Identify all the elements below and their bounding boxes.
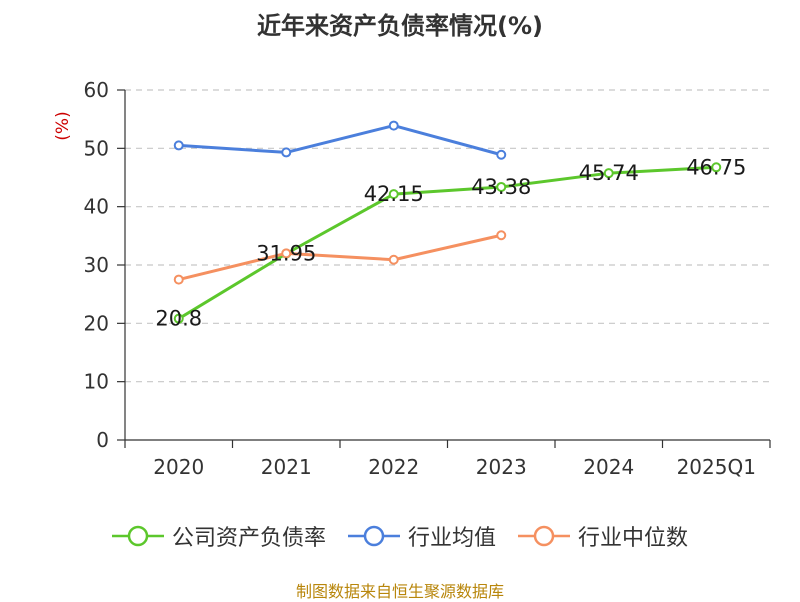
y-tick-label: 0	[96, 428, 109, 452]
y-tick-label: 40	[84, 195, 109, 219]
data-point[interactable]	[496, 181, 507, 192]
data-label: 42.15	[364, 182, 424, 206]
legend-marker	[363, 525, 385, 547]
y-tick-label: 50	[84, 136, 109, 160]
axes: 0 10 20 30 40 50 60 2020 2021 2022 2023 2024 2025Q1	[84, 78, 771, 479]
data-point[interactable]	[281, 248, 292, 259]
data-point[interactable]	[173, 140, 184, 151]
x-tick-label: 2025Q1	[677, 455, 756, 479]
legend-item-company[interactable]: 公司资产负债率	[111, 520, 326, 552]
legend-label: 行业均值	[407, 526, 496, 551]
data-point[interactable]	[173, 313, 184, 324]
legend-line-icon	[518, 525, 570, 547]
grid-lines	[125, 89, 770, 383]
data-point[interactable]	[603, 168, 614, 179]
data-point[interactable]	[388, 189, 399, 200]
data-point[interactable]	[388, 254, 399, 265]
series-line	[178, 124, 502, 157]
legend-item-industry-average[interactable]: 行业均值	[347, 520, 496, 552]
y-tick-label: 60	[84, 78, 109, 102]
series-lines	[173, 120, 722, 324]
data-label: 43.38	[471, 175, 531, 199]
data-point[interactable]	[281, 147, 292, 158]
x-tick-label: 2022	[368, 455, 419, 479]
chart-title: 近年来资产负债率情况(%)	[257, 12, 543, 40]
data-label: 46.75	[686, 155, 746, 179]
data-label: 31.95	[256, 242, 316, 266]
y-tick-label: 30	[84, 253, 109, 277]
legend: 公司资产负债率 行业均值 行业中位数	[0, 518, 800, 554]
legend-item-industry-median[interactable]: 行业中位数	[518, 520, 688, 552]
legend-marker	[533, 525, 555, 547]
series-line	[177, 165, 717, 320]
legend-line-icon	[347, 525, 400, 547]
legend-label: 公司资产负债率	[171, 526, 326, 551]
data-point[interactable]	[173, 274, 184, 285]
x-tick-label: 2024	[583, 455, 634, 479]
data-label: 20.8	[155, 307, 202, 331]
data-point[interactable]	[388, 120, 399, 131]
x-tick-label: 2021	[261, 455, 312, 479]
data-labels: 20.8 31.95 42.15 43.38 45.74 46.75	[155, 155, 746, 330]
y-tick-label: 10	[84, 370, 109, 394]
y-axis-label: (%)	[53, 111, 73, 140]
series-line	[178, 233, 502, 282]
data-label: 45.74	[579, 161, 639, 185]
y-tick-label: 20	[84, 311, 109, 335]
legend-marker	[127, 525, 149, 547]
legend-label: 行业中位数	[578, 526, 689, 551]
data-point[interactable]	[496, 149, 507, 160]
x-tick-label: 2023	[476, 455, 527, 479]
data-point[interactable]	[496, 230, 507, 241]
legend-line-icon	[111, 525, 164, 547]
data-point[interactable]	[711, 162, 722, 173]
x-tick-label: 2020	[153, 455, 204, 479]
source-note: 制图数据来自恒生聚源数据库	[295, 582, 504, 601]
